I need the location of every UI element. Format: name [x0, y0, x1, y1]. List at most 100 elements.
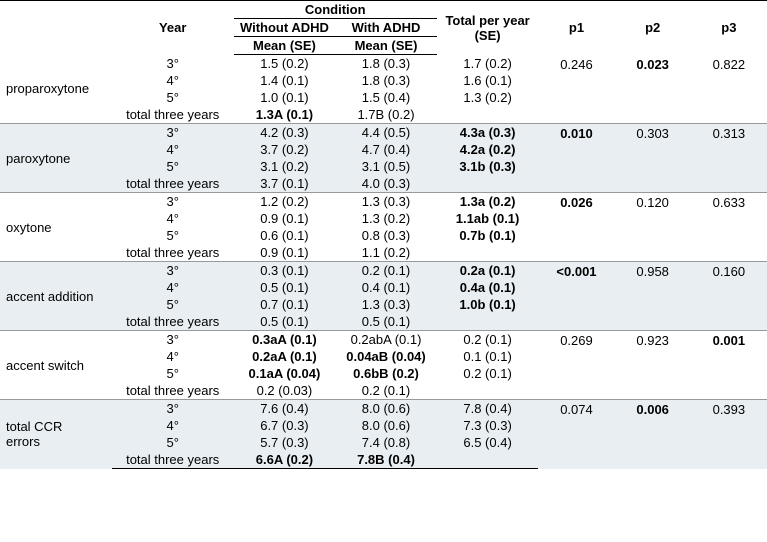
p1-cell: 0.026	[538, 193, 614, 262]
p2-cell: 0.958	[615, 262, 691, 331]
year-cell: 3°	[112, 262, 234, 280]
total-cell: 1.0b (0.1)	[437, 296, 539, 313]
with-cell: 1.3 (0.2)	[335, 210, 437, 227]
year-cell: 5°	[112, 365, 234, 382]
total-cell	[437, 106, 539, 124]
total-cell: 0.2 (0.1)	[437, 365, 539, 382]
p1-cell: <0.001	[538, 262, 614, 331]
total-cell: 0.2 (0.1)	[437, 331, 539, 349]
without-cell: 0.7 (0.1)	[234, 296, 336, 313]
without-cell: 1.5 (0.2)	[234, 55, 336, 73]
without-cell: 1.0 (0.1)	[234, 89, 336, 106]
table-row: total CCRerrors3°7.6 (0.4)8.0 (0.6)7.8 (…	[0, 400, 767, 418]
table-row: accent addition3°0.3 (0.1)0.2 (0.1)0.2a …	[0, 262, 767, 280]
col-total-year-l2: (SE)	[475, 28, 501, 43]
total-cell	[437, 175, 539, 193]
year-cell: total three years	[112, 175, 234, 193]
year-cell: 3°	[112, 193, 234, 211]
p3-cell: 0.633	[691, 193, 767, 262]
p1-cell: 0.269	[538, 331, 614, 400]
year-cell: 3°	[112, 55, 234, 73]
col-condition: Condition	[234, 1, 437, 19]
category-label: proparoxytone	[0, 55, 112, 124]
without-cell: 0.6 (0.1)	[234, 227, 336, 244]
total-cell: 1.3a (0.2)	[437, 193, 539, 211]
total-cell: 1.1ab (0.1)	[437, 210, 539, 227]
without-cell: 1.2 (0.2)	[234, 193, 336, 211]
with-cell: 4.0 (0.3)	[335, 175, 437, 193]
year-cell: 4°	[112, 72, 234, 89]
total-cell: 7.3 (0.3)	[437, 417, 539, 434]
col-total-year-l1: Total per year	[445, 13, 529, 28]
year-cell: 4°	[112, 417, 234, 434]
without-cell: 0.1aA (0.04)	[234, 365, 336, 382]
year-cell: total three years	[112, 106, 234, 124]
with-cell: 4.4 (0.5)	[335, 124, 437, 142]
without-cell: 3.7 (0.1)	[234, 175, 336, 193]
col-mean-se1: Mean (SE)	[234, 37, 336, 55]
without-cell: 0.5 (0.1)	[234, 313, 336, 331]
without-cell: 0.2 (0.03)	[234, 382, 336, 400]
year-cell: 4°	[112, 279, 234, 296]
year-cell: total three years	[112, 244, 234, 262]
col-year: Year	[112, 1, 234, 55]
p2-cell: 0.006	[615, 400, 691, 469]
without-cell: 0.9 (0.1)	[234, 244, 336, 262]
year-cell: 4°	[112, 210, 234, 227]
total-cell: 4.2a (0.2)	[437, 141, 539, 158]
with-cell: 8.0 (0.6)	[335, 417, 437, 434]
category-label: accent addition	[0, 262, 112, 331]
without-cell: 0.9 (0.1)	[234, 210, 336, 227]
without-cell: 0.5 (0.1)	[234, 279, 336, 296]
year-cell: 5°	[112, 158, 234, 175]
year-cell: 5°	[112, 227, 234, 244]
with-cell: 0.8 (0.3)	[335, 227, 437, 244]
without-cell: 1.4 (0.1)	[234, 72, 336, 89]
p2-cell: 0.023	[615, 55, 691, 124]
with-cell: 8.0 (0.6)	[335, 400, 437, 418]
total-cell	[437, 313, 539, 331]
with-cell: 7.8B (0.4)	[335, 451, 437, 469]
p3-cell: 0.393	[691, 400, 767, 469]
col-p1: p1	[538, 1, 614, 55]
with-cell: 1.7B (0.2)	[335, 106, 437, 124]
without-cell: 6.6A (0.2)	[234, 451, 336, 469]
without-cell: 0.3 (0.1)	[234, 262, 336, 280]
year-cell: 3°	[112, 331, 234, 349]
total-cell: 0.1 (0.1)	[437, 348, 539, 365]
total-cell: 6.5 (0.4)	[437, 434, 539, 451]
with-cell: 0.6bB (0.2)	[335, 365, 437, 382]
category-label: paroxytone	[0, 124, 112, 193]
category-label: oxytone	[0, 193, 112, 262]
year-cell: 5°	[112, 434, 234, 451]
year-cell: total three years	[112, 313, 234, 331]
total-cell: 0.2a (0.1)	[437, 262, 539, 280]
total-cell	[437, 382, 539, 400]
without-cell: 7.6 (0.4)	[234, 400, 336, 418]
p2-cell: 0.923	[615, 331, 691, 400]
with-cell: 0.2 (0.1)	[335, 382, 437, 400]
without-cell: 0.2aA (0.1)	[234, 348, 336, 365]
table-header: Year Condition Total per year (SE) p1 p2…	[0, 1, 767, 55]
total-cell	[437, 451, 539, 469]
total-cell: 1.6 (0.1)	[437, 72, 539, 89]
category-label: total CCRerrors	[0, 400, 112, 469]
with-cell: 1.3 (0.3)	[335, 193, 437, 211]
p3-cell: 0.313	[691, 124, 767, 193]
category-label: accent switch	[0, 331, 112, 400]
table-row: oxytone3°1.2 (0.2)1.3 (0.3)1.3a (0.2)0.0…	[0, 193, 767, 211]
total-cell: 0.4a (0.1)	[437, 279, 539, 296]
with-cell: 0.5 (0.1)	[335, 313, 437, 331]
year-cell: total three years	[112, 451, 234, 469]
with-cell: 1.5 (0.4)	[335, 89, 437, 106]
table-row: proparoxytone3°1.5 (0.2)1.8 (0.3)1.7 (0.…	[0, 55, 767, 73]
total-cell: 7.8 (0.4)	[437, 400, 539, 418]
without-cell: 6.7 (0.3)	[234, 417, 336, 434]
total-cell: 4.3a (0.3)	[437, 124, 539, 142]
table-body: proparoxytone3°1.5 (0.2)1.8 (0.3)1.7 (0.…	[0, 55, 767, 469]
col-p3: p3	[691, 1, 767, 55]
col-with: With ADHD	[335, 19, 437, 37]
p3-cell: 0.001	[691, 331, 767, 400]
col-p2: p2	[615, 1, 691, 55]
without-cell: 4.2 (0.3)	[234, 124, 336, 142]
